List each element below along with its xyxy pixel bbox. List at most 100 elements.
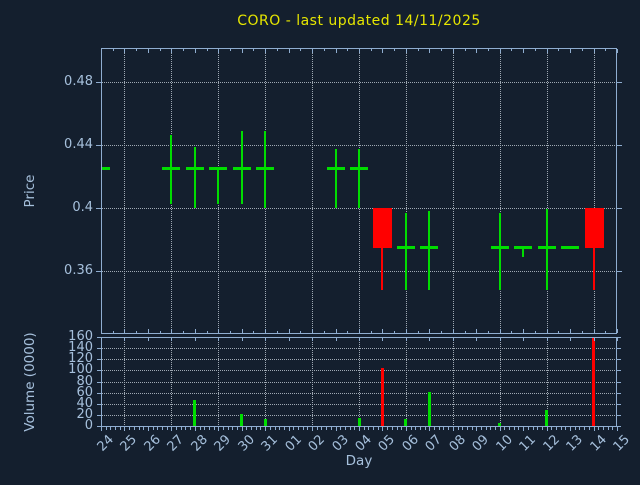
tick-mark	[302, 427, 304, 430]
tick-mark	[396, 427, 398, 430]
tick-mark	[480, 427, 482, 430]
tick-mark	[204, 427, 206, 430]
candle-wick-10	[498, 213, 501, 290]
volume-tick-label: 80	[76, 373, 93, 389]
tick-mark	[476, 427, 478, 431]
gridline-vertical	[593, 48, 595, 334]
tick-mark	[405, 427, 407, 431]
tick-mark	[340, 427, 342, 430]
tick-mark	[617, 329, 618, 333]
tick-mark	[260, 427, 262, 430]
volume-bar-14	[592, 337, 596, 426]
gridline-vertical	[546, 48, 548, 334]
gridline-horizontal	[101, 270, 617, 272]
gridline-horizontal	[101, 370, 617, 372]
tick-mark	[251, 427, 253, 430]
tick-mark	[556, 427, 558, 430]
tick-mark	[255, 427, 257, 430]
tick-mark	[617, 426, 621, 427]
tick-mark	[363, 427, 365, 430]
volume-bar-07	[427, 391, 431, 426]
gridline-horizontal	[101, 348, 617, 350]
tick-mark	[537, 427, 539, 430]
tick-mark	[382, 427, 384, 431]
tick-mark	[579, 427, 581, 430]
tick-mark	[143, 427, 145, 430]
tick-mark	[377, 427, 379, 430]
tick-mark	[410, 427, 412, 430]
tick-mark	[471, 427, 473, 430]
tick-mark	[124, 427, 126, 431]
tick-mark	[504, 427, 506, 430]
gridline-horizontal	[101, 392, 617, 394]
chart-title: CORO - last updated 14/11/2025	[237, 13, 481, 29]
gridline-horizontal	[101, 144, 617, 146]
gridline-horizontal	[101, 403, 617, 405]
tick-mark	[138, 427, 140, 430]
tick-mark	[541, 427, 543, 430]
candle-wick-29	[217, 168, 220, 204]
gridline-vertical	[312, 48, 314, 334]
tick-mark	[105, 427, 107, 430]
candle-body-05	[373, 207, 393, 248]
tick-mark	[330, 427, 332, 430]
tick-mark	[354, 427, 356, 430]
candle-openclose-dash-07	[420, 246, 439, 250]
candle-openclose-dash-12	[537, 246, 556, 250]
tick-mark	[387, 427, 389, 430]
tick-mark	[368, 427, 370, 430]
tick-mark	[452, 427, 454, 431]
tick-mark	[312, 427, 314, 431]
candle-wick-05	[381, 207, 384, 290]
tick-mark	[246, 427, 248, 430]
tick-mark	[607, 427, 609, 430]
candle-body-14	[584, 207, 604, 248]
tick-mark	[119, 427, 121, 430]
tick-mark	[147, 427, 149, 431]
tick-mark	[269, 427, 271, 430]
volume-bar-28	[193, 399, 197, 426]
tick-mark	[373, 427, 375, 430]
tick-mark	[401, 427, 403, 430]
tick-mark	[495, 427, 497, 430]
volume-tick-label: 120	[68, 351, 93, 367]
volume-tick-label: 140	[68, 340, 93, 356]
tick-mark	[462, 427, 464, 430]
tick-mark	[617, 392, 621, 394]
tick-mark	[133, 427, 135, 430]
tick-mark	[279, 427, 281, 430]
tick-mark	[429, 427, 431, 431]
volume-bar-04	[357, 418, 361, 426]
gridline-horizontal	[101, 414, 617, 416]
gridline-horizontal	[101, 207, 617, 209]
tick-mark	[293, 427, 295, 430]
tick-mark	[434, 427, 436, 430]
gridline-horizontal	[101, 381, 617, 383]
candle-openclose-dash-27	[162, 166, 181, 170]
tick-mark	[344, 427, 346, 430]
price-tick-label: 0.48	[64, 74, 93, 89]
tick-mark	[617, 82, 622, 83]
candle-openclose-dash-11	[514, 246, 533, 250]
tick-mark	[584, 427, 586, 430]
price-axis-label: Price	[22, 174, 38, 208]
gridline-vertical	[405, 48, 407, 334]
candle-wick-11	[522, 247, 525, 257]
tick-mark	[602, 427, 604, 430]
tick-mark	[298, 427, 300, 430]
candle-openclose-dash-03	[326, 166, 345, 170]
volume-tick-label: 100	[68, 362, 93, 378]
tick-mark	[443, 427, 445, 430]
tick-mark	[574, 427, 576, 430]
volume-panel	[101, 337, 617, 427]
tick-mark	[598, 427, 600, 430]
tick-mark	[129, 427, 131, 430]
tick-mark	[490, 427, 492, 430]
tick-mark	[438, 427, 440, 430]
volume-tick-label: 160	[68, 329, 93, 344]
candle-wick-28	[193, 147, 196, 208]
tick-mark	[617, 338, 618, 341]
tick-mark	[208, 427, 210, 430]
tick-mark	[227, 427, 229, 430]
